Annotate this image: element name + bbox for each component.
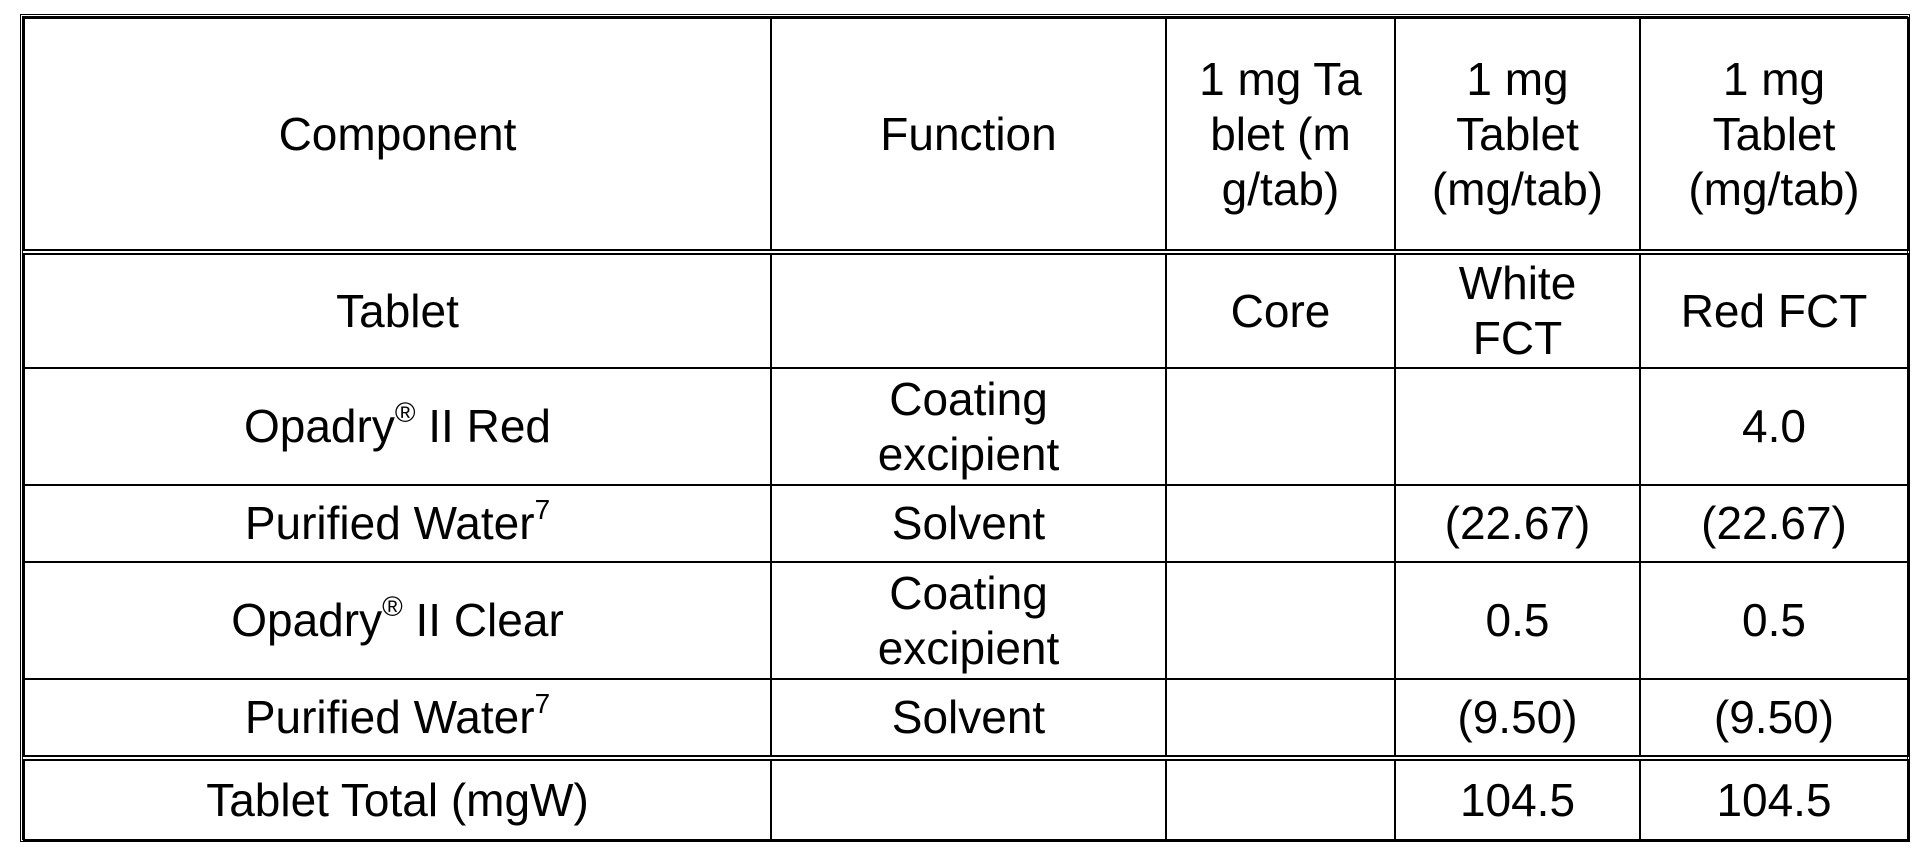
table-row: Opadry® II Clear Coating excipient 0.5 0… — [24, 562, 1908, 679]
tablet-col2-text: White FCT — [1430, 256, 1605, 366]
component-suffix: II Clear — [403, 594, 564, 646]
component-sup: ® — [382, 591, 403, 622]
row-col3: (22.67) — [1640, 485, 1908, 562]
row-component: Purified Water7 — [24, 679, 771, 758]
total-col3: 104.5 — [1640, 758, 1908, 840]
total-function — [771, 758, 1166, 840]
row-col1 — [1166, 562, 1395, 679]
component-suffix: II Red — [415, 400, 551, 452]
tablet-label: Tablet — [24, 252, 771, 368]
table-row: Purified Water7 Solvent (9.50) (9.50) — [24, 679, 1908, 758]
row-function: Coating excipient — [771, 368, 1166, 485]
row-function: Coating excipient — [771, 562, 1166, 679]
row-col2 — [1395, 368, 1640, 485]
row-function: Solvent — [771, 485, 1166, 562]
row-col1 — [1166, 679, 1395, 758]
row-function-text: Coating excipient — [869, 372, 1069, 482]
formulation-table-frame: Component Function 1 mg Tablet (mg/tab) … — [20, 14, 1910, 842]
row-col1 — [1166, 368, 1395, 485]
header-col2-text: 1 mg Tablet (mg/tab) — [1430, 52, 1605, 217]
tablet-col1: Core — [1166, 252, 1395, 368]
component-sup: ® — [395, 397, 416, 428]
header-col3: 1 mg Tablet (mg/tab) — [1640, 18, 1908, 252]
formulation-table: Component Function 1 mg Tablet (mg/tab) … — [23, 17, 1909, 841]
tablet-col2: White FCT — [1395, 252, 1640, 368]
row-component: Purified Water7 — [24, 485, 771, 562]
table-header-row: Component Function 1 mg Tablet (mg/tab) … — [24, 18, 1908, 252]
row-col2: (22.67) — [1395, 485, 1640, 562]
tablet-function — [771, 252, 1166, 368]
header-col1: 1 mg Tablet (mg/tab) — [1166, 18, 1395, 252]
total-col1 — [1166, 758, 1395, 840]
header-col3-text: 1 mg Tablet (mg/tab) — [1687, 52, 1862, 217]
tablet-row: Tablet Core White FCT Red FCT — [24, 252, 1908, 368]
component-name: Purified Water — [245, 691, 535, 743]
row-col1 — [1166, 485, 1395, 562]
header-col2: 1 mg Tablet (mg/tab) — [1395, 18, 1640, 252]
total-row: Tablet Total (mgW) 104.5 104.5 — [24, 758, 1908, 840]
header-component: Component — [24, 18, 771, 252]
row-col3: 4.0 — [1640, 368, 1908, 485]
header-function: Function — [771, 18, 1166, 252]
component-name: Opadry — [231, 594, 382, 646]
component-sup: 7 — [535, 494, 551, 525]
tablet-col3: Red FCT — [1640, 252, 1908, 368]
table-row: Opadry® II Red Coating excipient 4.0 — [24, 368, 1908, 485]
component-sup: 7 — [535, 688, 551, 719]
table-row: Purified Water7 Solvent (22.67) (22.67) — [24, 485, 1908, 562]
component-name: Opadry — [244, 400, 395, 452]
row-col2: 0.5 — [1395, 562, 1640, 679]
row-col3: 0.5 — [1640, 562, 1908, 679]
row-function: Solvent — [771, 679, 1166, 758]
row-col3: (9.50) — [1640, 679, 1908, 758]
total-label: Tablet Total (mgW) — [24, 758, 771, 840]
row-function-text: Coating excipient — [869, 566, 1069, 676]
row-col2: (9.50) — [1395, 679, 1640, 758]
row-component: Opadry® II Red — [24, 368, 771, 485]
header-col1-text: 1 mg Tablet (mg/tab) — [1196, 52, 1366, 217]
row-component: Opadry® II Clear — [24, 562, 771, 679]
total-col2: 104.5 — [1395, 758, 1640, 840]
component-name: Purified Water — [245, 497, 535, 549]
